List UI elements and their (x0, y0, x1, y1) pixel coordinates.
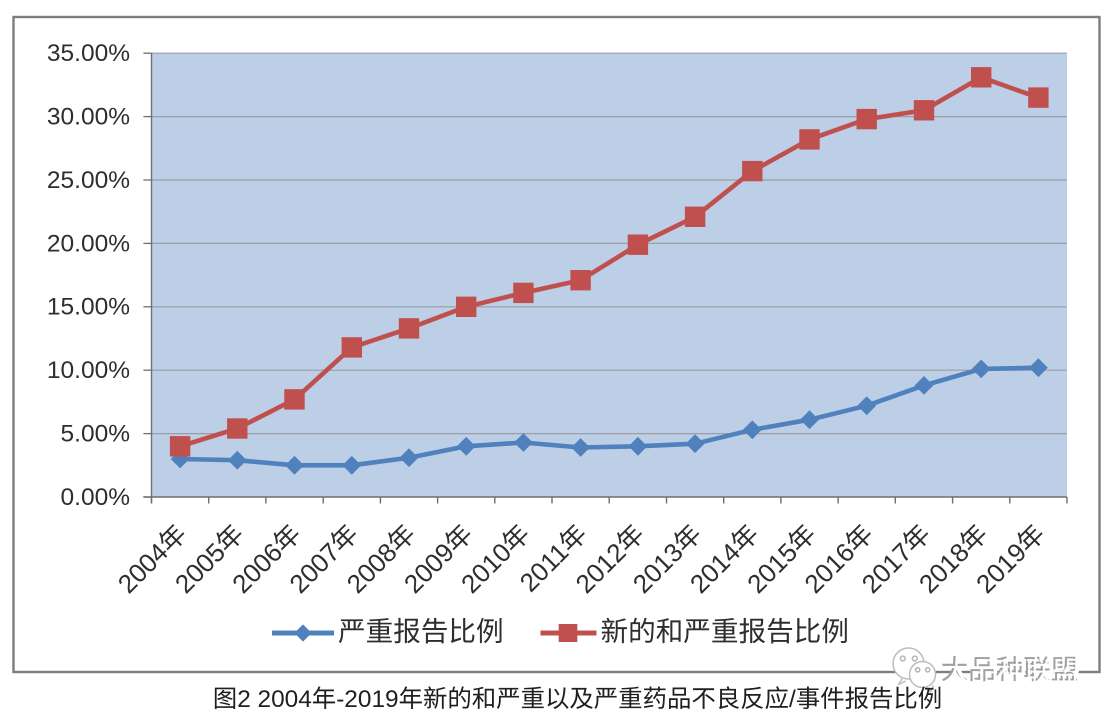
svg-text:0.00%: 0.00% (61, 484, 130, 511)
svg-text:2 2004: 2 2004 (237, 686, 312, 713)
svg-text:35.00%: 35.00% (47, 40, 130, 67)
svg-text:/: / (789, 686, 796, 713)
svg-text:20.00%: 20.00% (47, 230, 130, 257)
svg-text:30.00%: 30.00% (47, 104, 130, 131)
svg-text:10.00%: 10.00% (47, 357, 130, 384)
svg-text:5.00%: 5.00% (61, 421, 130, 448)
svg-text:-2019: -2019 (336, 686, 398, 713)
svg-text:15.00%: 15.00% (47, 294, 130, 321)
svg-text:25.00%: 25.00% (47, 167, 130, 194)
